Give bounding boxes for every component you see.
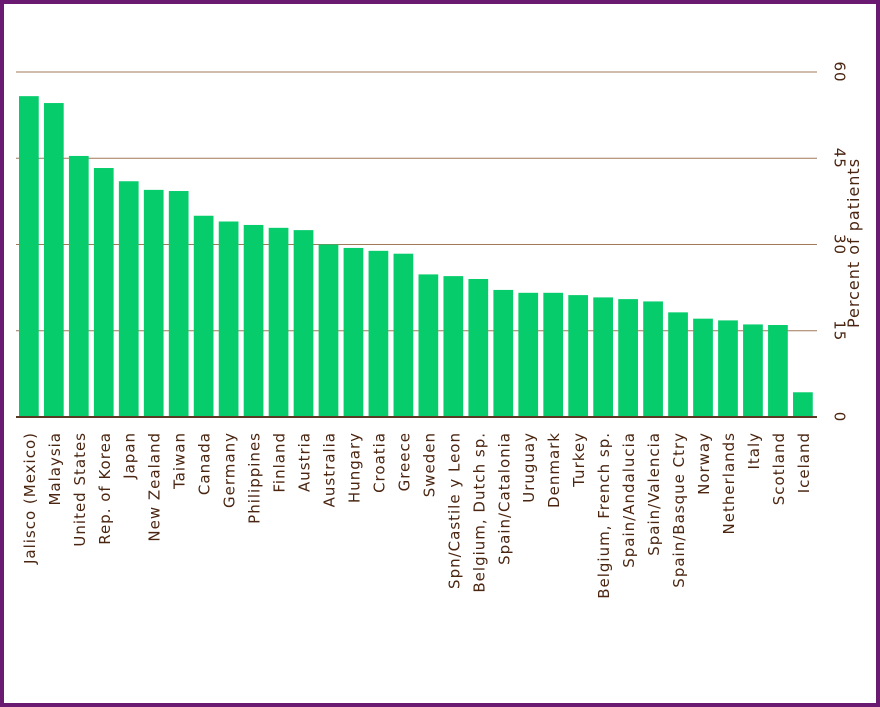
bar — [19, 96, 39, 418]
bar — [768, 325, 788, 417]
y-tick-label: 60 — [831, 61, 849, 82]
bar — [693, 318, 713, 417]
category-label: Uruguay — [520, 432, 538, 503]
category-label: Japan — [121, 432, 139, 480]
y-axis-label: Percent of patients — [844, 158, 863, 328]
category-label: Norway — [695, 432, 713, 495]
bar — [168, 191, 189, 417]
bar — [218, 221, 239, 417]
category-label: Hungary — [345, 432, 363, 503]
category-label: Jalisco (Mexico) — [21, 432, 39, 565]
category-label: Austria — [296, 432, 314, 492]
category-label: Canada — [196, 432, 214, 495]
y-tick-label: 15 — [831, 320, 849, 341]
bar — [318, 244, 339, 417]
category-label: United States — [71, 432, 89, 547]
bar — [193, 215, 214, 417]
category-label: Spain/Andalucia — [620, 432, 638, 568]
category-label: Spain/Catalonia — [495, 432, 513, 565]
category-label: Netherlands — [720, 432, 738, 534]
category-label: Iceland — [795, 432, 813, 493]
category-label: Italy — [745, 432, 763, 470]
bar — [143, 189, 164, 417]
bar — [668, 312, 688, 417]
category-label: Philippines — [246, 432, 264, 524]
bar — [293, 230, 314, 417]
bar — [393, 253, 414, 417]
category-label: Greece — [395, 432, 413, 491]
bar — [93, 168, 114, 417]
category-label: Turkey — [570, 432, 588, 488]
bar — [493, 289, 514, 417]
bar — [368, 250, 389, 417]
bar — [718, 320, 738, 417]
bar — [543, 292, 564, 417]
category-label: Germany — [221, 432, 239, 508]
category-label: Sweden — [420, 432, 438, 497]
bar — [343, 247, 364, 417]
bar — [68, 155, 89, 417]
bar — [118, 181, 139, 417]
category-label: Malaysia — [46, 432, 64, 506]
bar — [518, 292, 539, 417]
bar — [468, 279, 489, 417]
bars — [19, 96, 813, 418]
category-label: Scotland — [770, 432, 788, 505]
y-tick-labels: 0 15 30 45 60 — [831, 61, 849, 422]
category-label: Australia — [320, 432, 338, 507]
bar — [618, 299, 638, 417]
bar — [43, 103, 64, 418]
bar — [593, 297, 614, 417]
bar — [643, 301, 663, 417]
category-label: Belgium, Dutch sp. — [470, 432, 488, 593]
bar — [268, 227, 289, 417]
category-label: Spain/Valencia — [645, 432, 663, 556]
category-labels: Jalisco (Mexico) Malaysia United States Rep… — [21, 432, 813, 599]
category-label: Rep. of Korea — [96, 432, 114, 545]
bar — [418, 274, 439, 417]
y-tick-label: 45 — [831, 148, 849, 169]
category-label: Spn/Castile y Leon — [445, 432, 463, 589]
category-label: Taiwan — [171, 432, 189, 490]
bar — [443, 276, 464, 417]
category-label: New Zealand — [146, 432, 164, 542]
category-label: Finland — [271, 432, 289, 493]
category-label: Belgium, French sp. — [595, 432, 613, 599]
category-label: Spain/Basque Ctry — [670, 432, 688, 588]
y-tick-label: 30 — [831, 234, 849, 255]
y-tick-label: 0 — [831, 412, 849, 423]
bar — [743, 324, 763, 417]
category-label: Denmark — [545, 432, 563, 508]
bar — [568, 295, 589, 417]
bar — [793, 392, 813, 417]
bar — [243, 224, 264, 417]
category-label: Croatia — [370, 432, 388, 493]
